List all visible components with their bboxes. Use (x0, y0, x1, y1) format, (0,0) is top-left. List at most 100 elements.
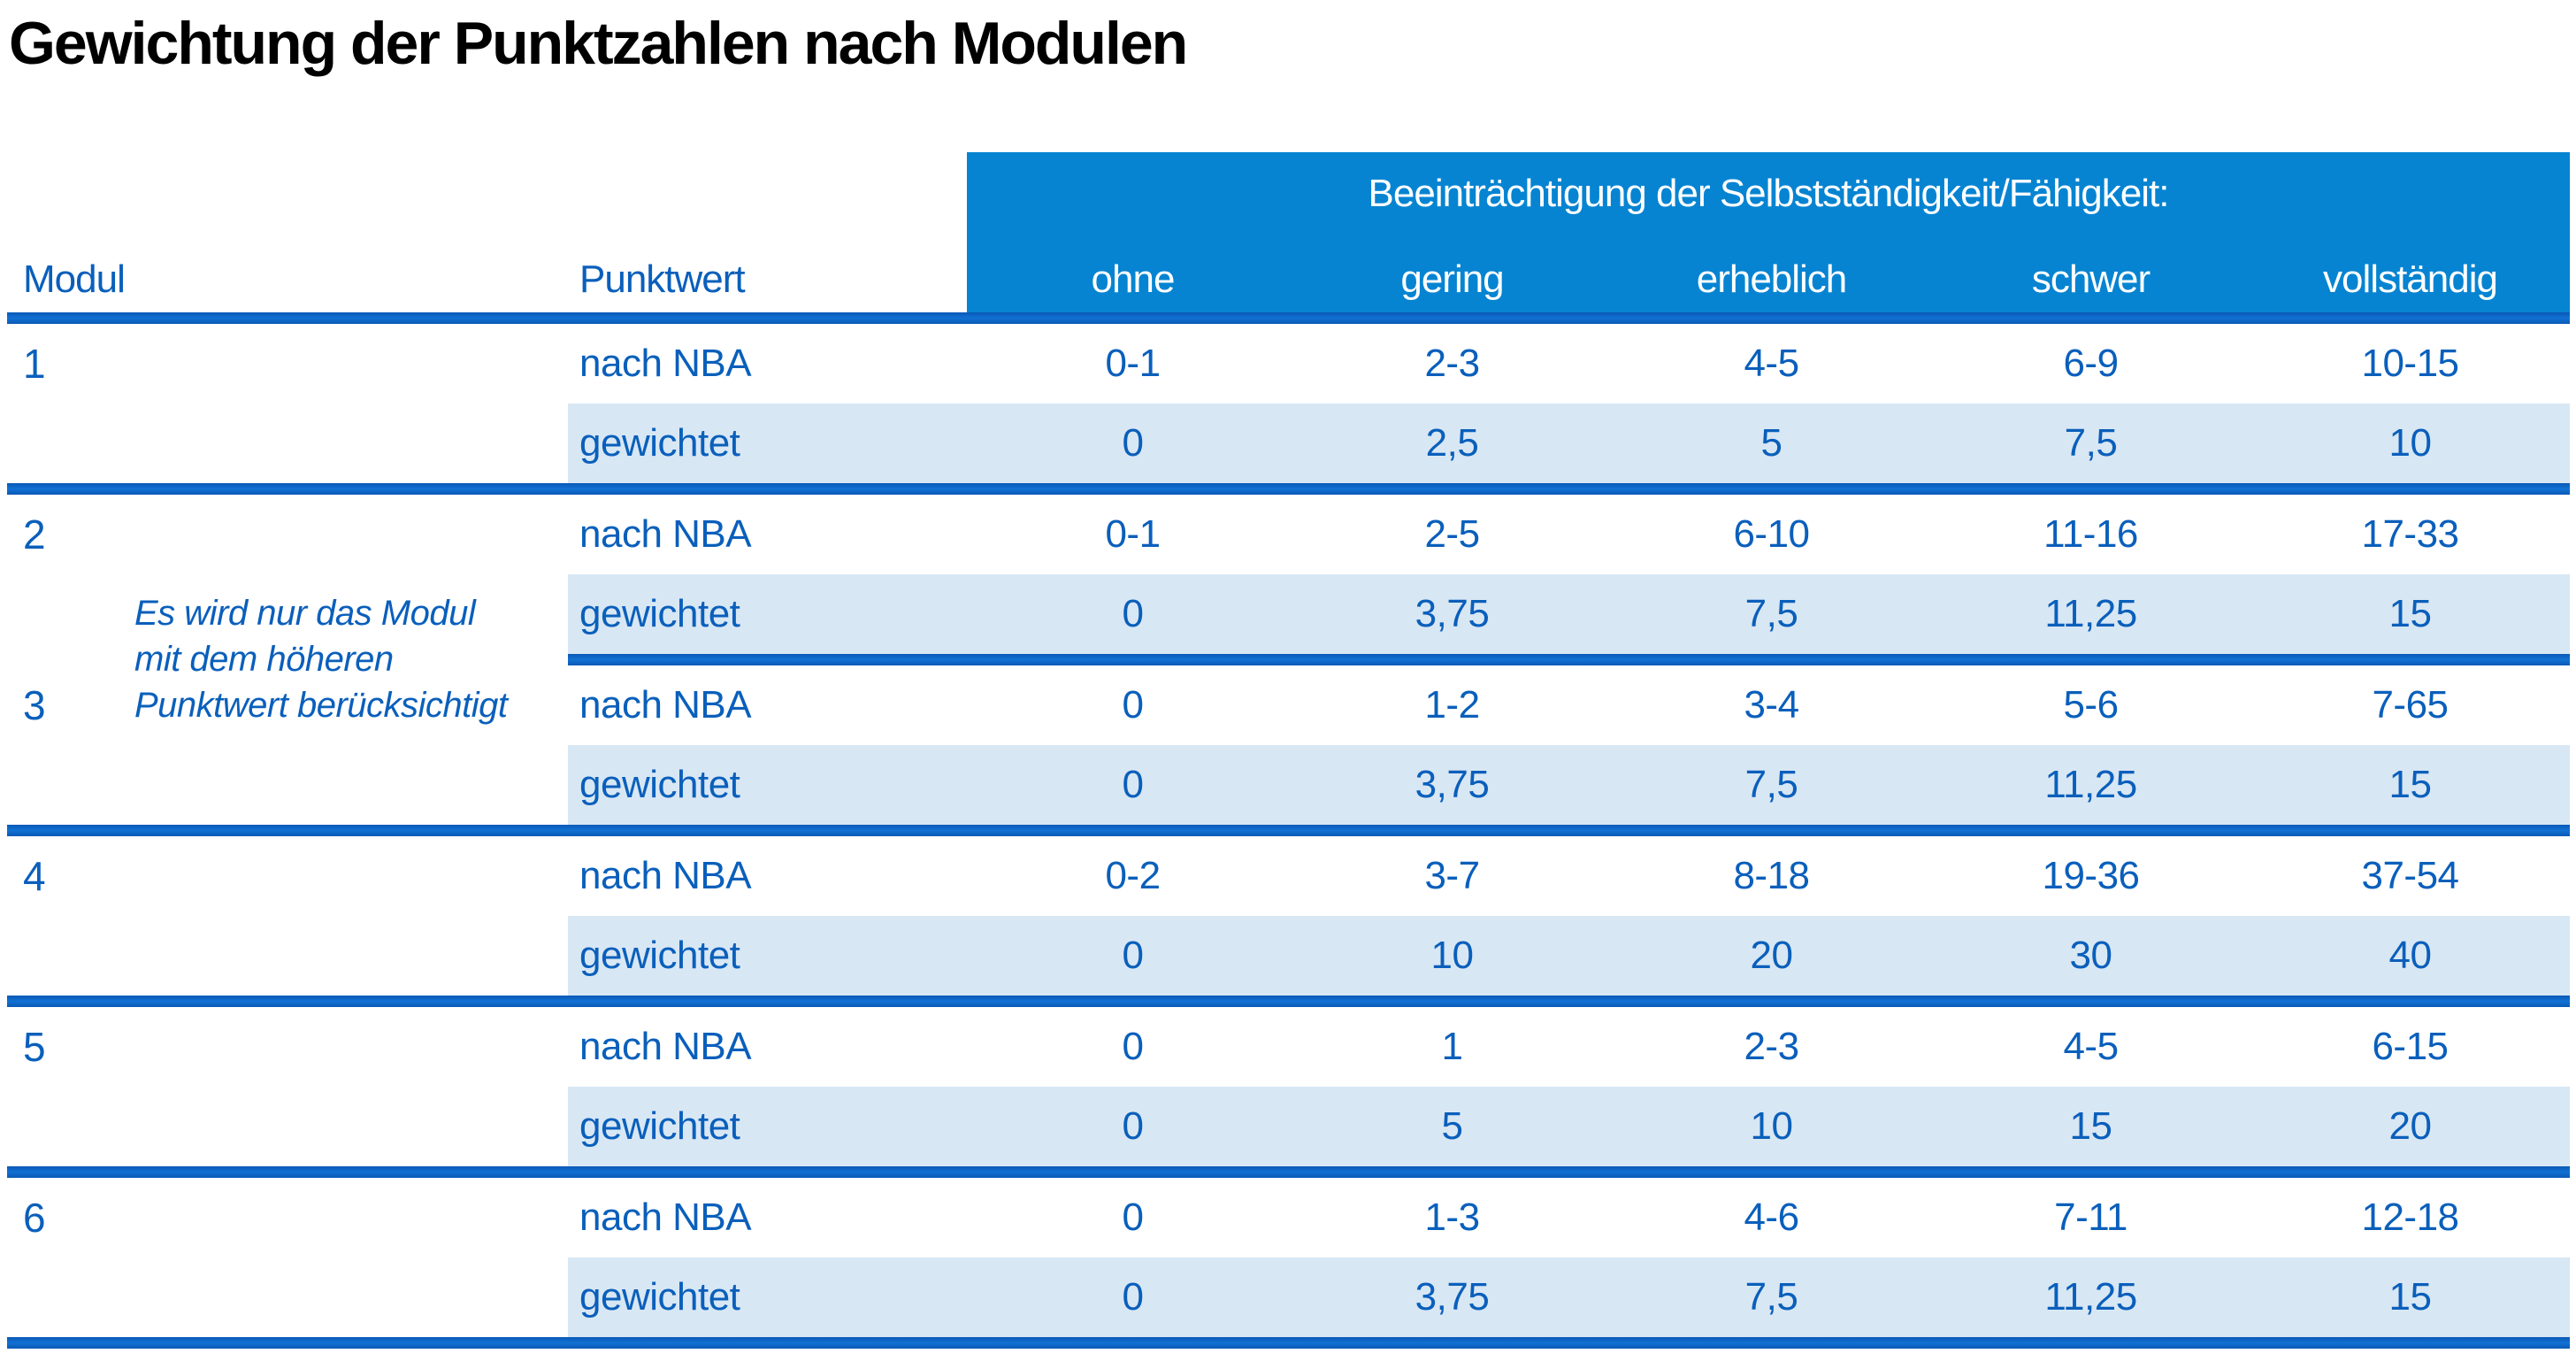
cell-value: 4-5 (1744, 342, 1799, 385)
table-row-module-1-weighted: gewichtet 0 2,5 5 7,5 10 (0, 404, 2570, 483)
module-number: 5 (23, 1024, 46, 1070)
cell-value: 10 (1292, 916, 1612, 996)
separator-line (7, 825, 2570, 836)
row-label-nba: nach NBA (579, 512, 752, 556)
cell-value: 3,75 (1292, 574, 1612, 654)
row-label-weighted: gewichtet (568, 1087, 973, 1166)
cell-value: 1-3 (1424, 1196, 1480, 1239)
cell-value: 5-6 (2063, 683, 2119, 727)
cell-value: 5 (1292, 1087, 1612, 1166)
module-6-block: 6 nach NBA 0 1-3 4-6 7-11 12-18 gewichte… (0, 1178, 2570, 1337)
row-label-nba: nach NBA (579, 342, 752, 385)
severity-header-row: ohne gering erheblich schwer vollständig (973, 258, 2570, 302)
table-row-module-5-nba: 5 nach NBA 0 1 2-3 4-5 6-15 (0, 1007, 2570, 1087)
cell-value: 0 (973, 404, 1292, 483)
cell-value: 2-5 (1424, 512, 1480, 556)
cell-value: 2-3 (1744, 1025, 1799, 1068)
cell-value: 40 (2250, 916, 2570, 996)
row-label-nba: nach NBA (579, 854, 752, 897)
cell-value: 0 (1122, 1196, 1144, 1239)
cell-value: 8-18 (1733, 854, 1810, 897)
cell-value: 10-15 (2361, 342, 2459, 385)
cell-value: 3,75 (1292, 1257, 1612, 1337)
cell-value: 2-3 (1424, 342, 1480, 385)
cell-value: 0 (973, 916, 1292, 996)
cell-value: 5 (1612, 404, 1931, 483)
table-row-module-3-weighted: gewichtet 0 3,75 7,5 11,25 15 (0, 745, 2570, 825)
weighting-table: Beeinträchtigung der Selbstständigkeit/F… (0, 152, 2570, 1349)
cell-value: 0-1 (1105, 342, 1161, 385)
module-number: 1 (23, 341, 46, 387)
module-5-block: 5 nach NBA 0 1 2-3 4-5 6-15 gewichtet 0 … (0, 1007, 2570, 1166)
cell-value: 1-2 (1424, 683, 1480, 727)
cell-value: 10 (2250, 404, 2570, 483)
cell-value: 15 (2250, 745, 2570, 825)
module-2-3-note: Es wird nur das Modul mit dem höheren Pu… (134, 590, 508, 728)
column-header-vollstaendig: vollständig (2323, 258, 2498, 301)
module-2-3-block: 2 nach NBA 0-1 2-5 6-10 11-16 17-33 gewi… (0, 495, 2570, 825)
cell-value: 15 (2250, 574, 2570, 654)
separator-line (7, 1166, 2570, 1178)
table-header: Beeinträchtigung der Selbstständigkeit/F… (0, 152, 2570, 312)
page-title: Gewichtung der Punktzahlen nach Modulen (9, 10, 1188, 77)
cell-value: 7,5 (1931, 404, 2250, 483)
cell-value: 20 (1612, 916, 1931, 996)
cell-value: 7-65 (2372, 683, 2449, 727)
module-number-empty (0, 1257, 568, 1337)
module-4-block: 4 nach NBA 0-2 3-7 8-18 19-36 37-54 gewi… (0, 836, 2570, 996)
cell-value: 15 (1931, 1087, 2250, 1166)
cell-value: 0 (973, 1257, 1292, 1337)
cell-value: 0-1 (1105, 512, 1161, 556)
cell-value: 11,25 (1931, 574, 2250, 654)
module-number-empty (0, 404, 568, 483)
table-row-module-5-weighted: gewichtet 0 5 10 15 20 (0, 1087, 2570, 1166)
table-row-module-2-nba: 2 nach NBA 0-1 2-5 6-10 11-16 17-33 (0, 495, 2570, 574)
separator-line (7, 483, 2570, 495)
cell-value: 4-5 (2063, 1025, 2119, 1068)
cell-value: 0-2 (1105, 854, 1161, 897)
module-number-empty (0, 1087, 568, 1166)
note-line: Es wird nur das Modul (134, 594, 476, 633)
row-label-nba: nach NBA (579, 1025, 752, 1068)
cell-value: 11-16 (2043, 512, 2138, 556)
cell-value: 0 (973, 1087, 1292, 1166)
cell-value: 7,5 (1612, 745, 1931, 825)
note-line: mit dem höheren (134, 640, 394, 679)
cell-value: 6-10 (1733, 512, 1810, 556)
cell-value: 3-7 (1424, 854, 1480, 897)
module-number-empty (0, 916, 568, 996)
cell-value: 11,25 (1931, 745, 2250, 825)
cell-value: 12-18 (2361, 1196, 2459, 1239)
cell-value: 10 (1612, 1087, 1931, 1166)
column-header-punktwert: Punktwert (579, 258, 746, 301)
column-header-ohne: ohne (1091, 258, 1176, 301)
module-number: 3 (23, 682, 46, 728)
cell-value: 0 (973, 745, 1292, 825)
module-number: 2 (23, 511, 46, 557)
cell-value: 19-36 (2042, 854, 2140, 897)
row-label-weighted: gewichtet (568, 1257, 973, 1337)
cell-value: 6-9 (2063, 342, 2119, 385)
separator-line-partial (568, 654, 2570, 665)
table-row-module-2-weighted: gewichtet 0 3,75 7,5 11,25 15 (0, 574, 2570, 654)
row-label-weighted: gewichtet (568, 574, 973, 654)
table-row-module-4-weighted: gewichtet 0 10 20 30 40 (0, 916, 2570, 996)
separator-line (7, 996, 2570, 1007)
column-header-modul: Modul (23, 258, 126, 301)
cell-value: 0 (973, 574, 1292, 654)
cell-value: 17-33 (2361, 512, 2459, 556)
row-label-nba: nach NBA (579, 683, 752, 727)
cell-value: 1 (1441, 1025, 1463, 1068)
cell-value: 37-54 (2361, 854, 2459, 897)
cell-value: 30 (1931, 916, 2250, 996)
cell-value: 6-15 (2372, 1025, 2449, 1068)
cell-value: 11,25 (1931, 1257, 2250, 1337)
cell-value: 4-6 (1744, 1196, 1799, 1239)
cell-value: 0 (1122, 1025, 1144, 1068)
cell-value: 20 (2250, 1087, 2570, 1166)
cell-value: 7-11 (2054, 1196, 2128, 1239)
row-label-weighted: gewichtet (568, 404, 973, 483)
impairment-header-block: Beeinträchtigung der Selbstständigkeit/F… (967, 152, 2570, 312)
module-number: 4 (23, 853, 46, 899)
